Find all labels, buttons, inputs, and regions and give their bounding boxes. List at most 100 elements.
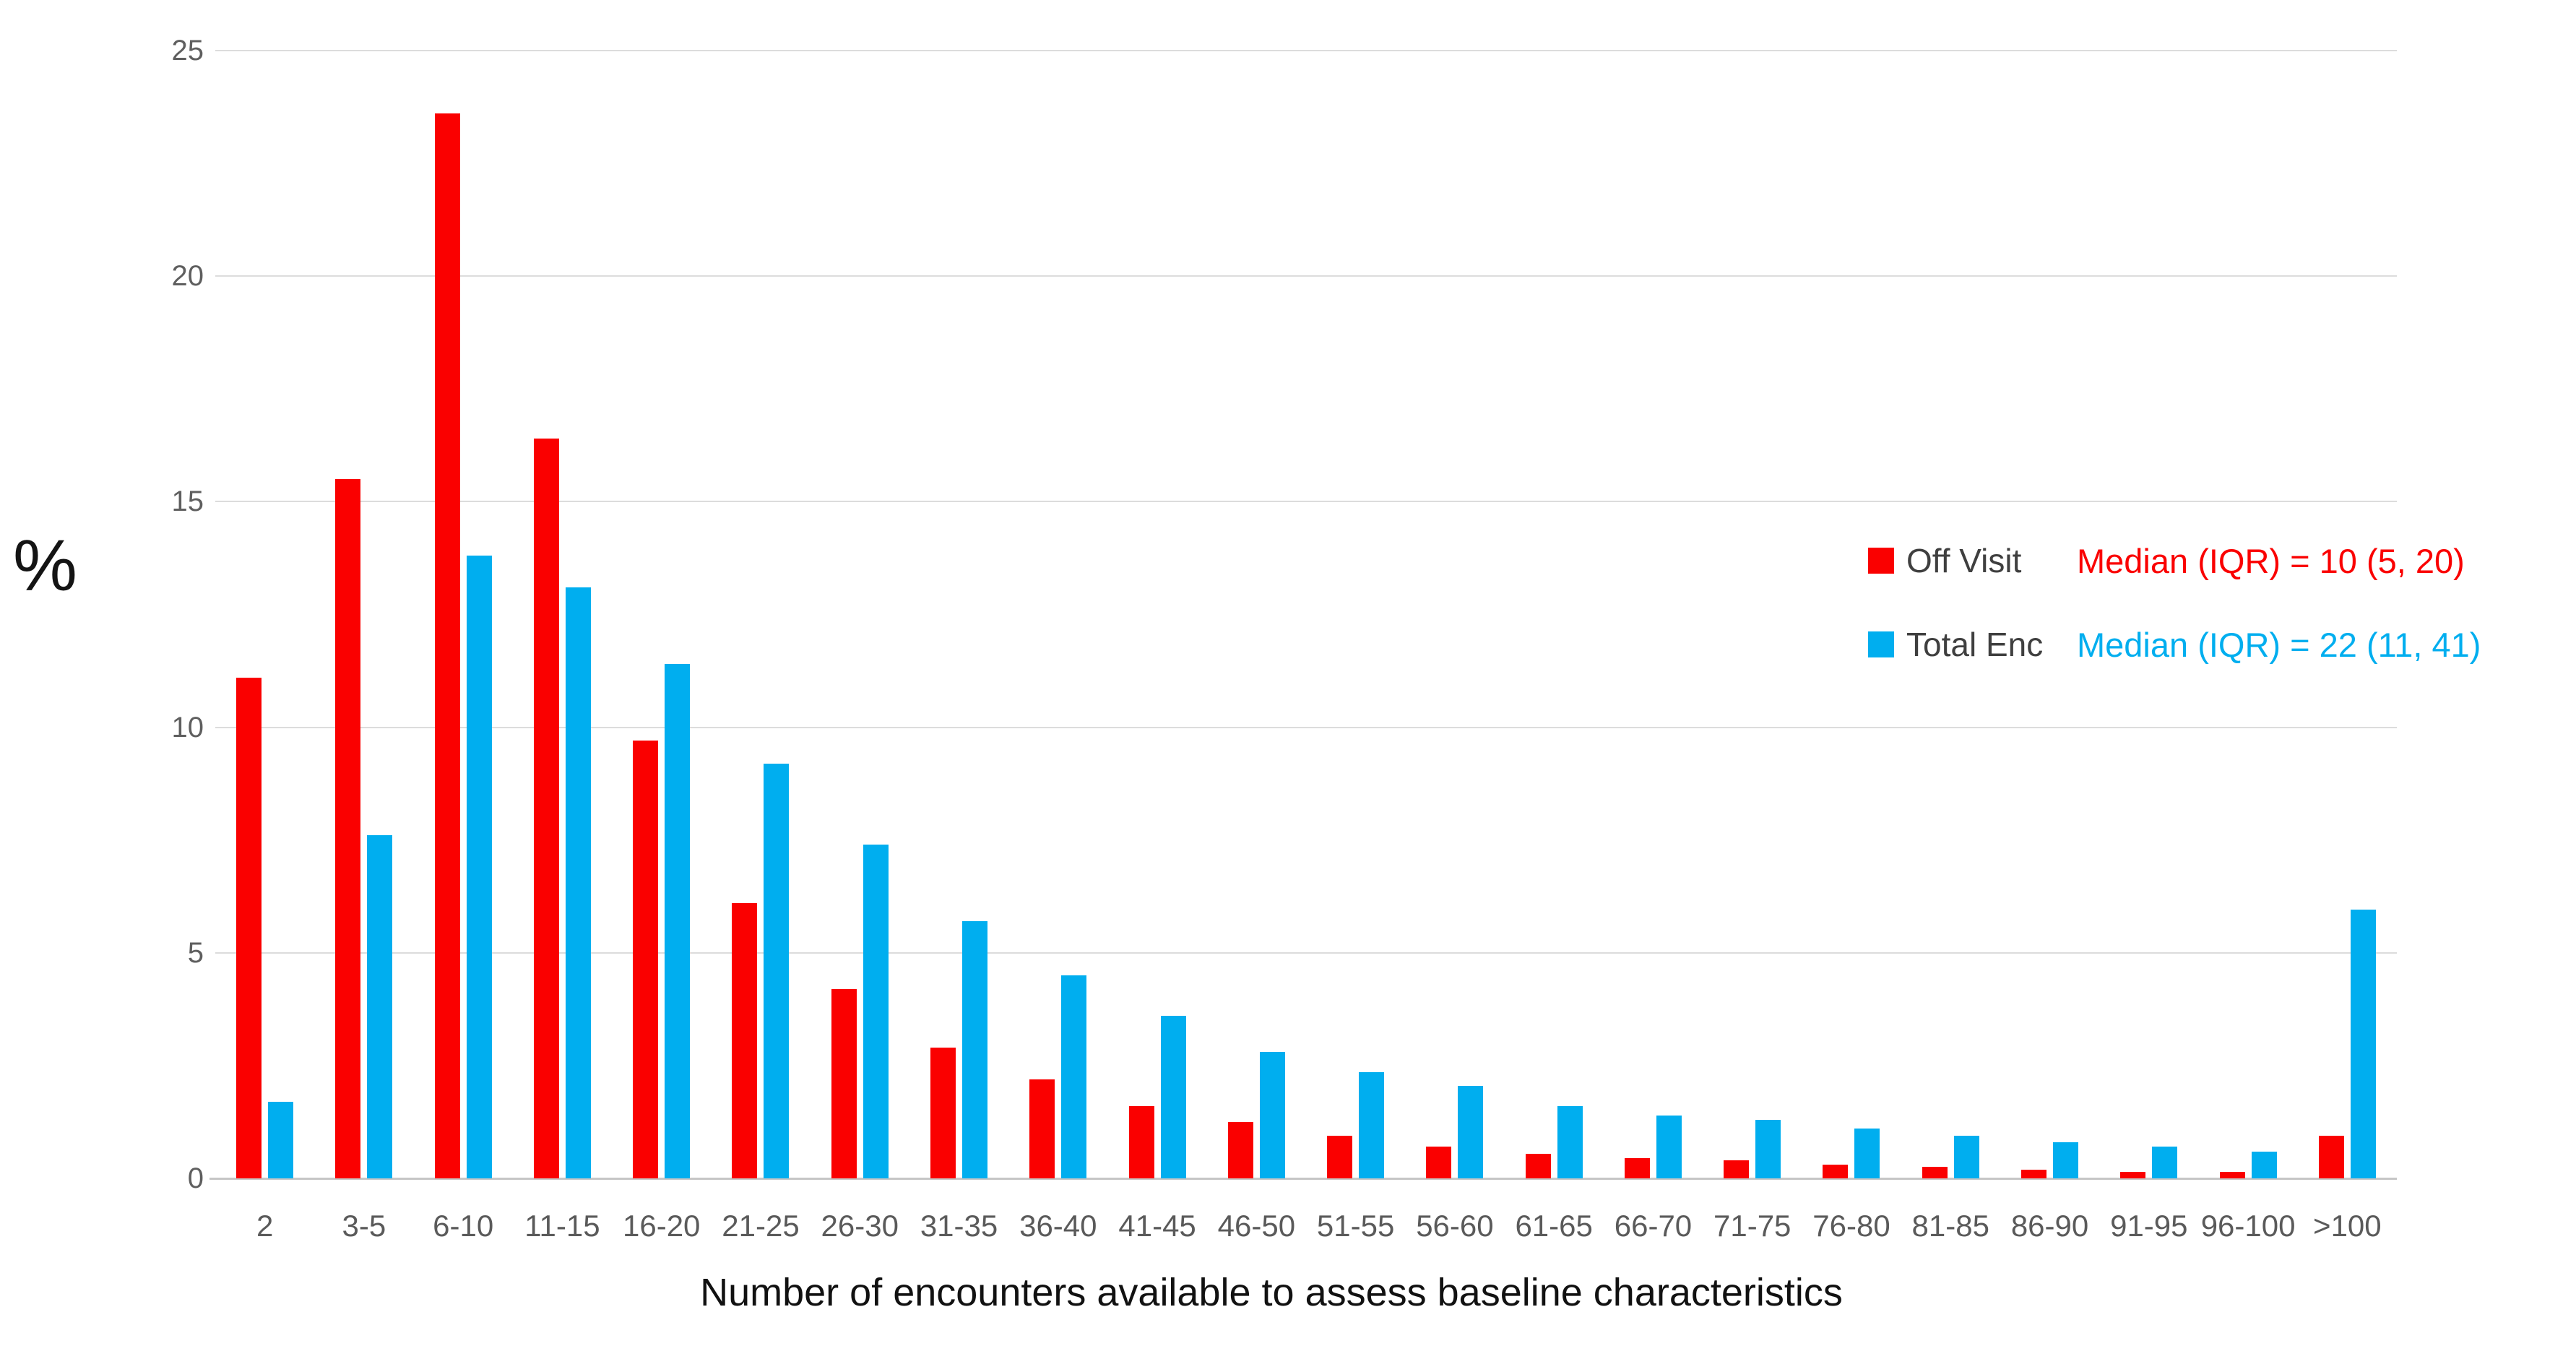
gridline-5 — [215, 952, 2397, 954]
plot-area: 0 5 10 15 20 25 2 3-5 6-10 11-15 16-20 21-25 26-30 31… — [172, 35, 2397, 1243]
bar-off-visit-11-15 — [533, 438, 559, 1178]
x-tick-label-16-20: 16-20 — [623, 1209, 701, 1243]
bar-total-enc-21-25 — [764, 763, 790, 1178]
bar-total-enc-11-15 — [565, 587, 591, 1178]
bar-total-enc-41-45 — [1160, 1016, 1186, 1178]
bar-off-visit-81-85 — [1922, 1167, 1948, 1178]
bar-total-enc-36-40 — [1061, 975, 1087, 1178]
bar-total-enc-81-85 — [1953, 1135, 1979, 1178]
x-tick-label-31-35: 31-35 — [920, 1209, 998, 1243]
y-tick-label-20: 20 — [171, 260, 204, 293]
bar-total-enc-2 — [268, 1101, 294, 1178]
bar-off-visit-71-75 — [1724, 1160, 1750, 1178]
y-axis-label: % — [13, 525, 77, 606]
bar-off-visit-26-30 — [831, 988, 857, 1178]
x-tick-label-21-25: 21-25 — [722, 1209, 800, 1243]
x-tick-label-26-30: 26-30 — [821, 1209, 899, 1243]
bar-group-26-30 — [811, 51, 909, 1178]
x-tick-label-51-55: 51-55 — [1316, 1209, 1395, 1243]
x-tick-label-36-40: 36-40 — [1019, 1209, 1097, 1243]
bar-group-71-75 — [1703, 51, 1802, 1178]
bar-off-visit-3-5 — [335, 479, 361, 1178]
x-tick-label-66-70: 66-70 — [1614, 1209, 1693, 1243]
bar-group-6-10 — [414, 51, 513, 1178]
bar-off-visit-2 — [236, 677, 262, 1178]
bar-total-enc-56-60 — [1458, 1086, 1484, 1178]
x-tick-label->100: >100 — [2313, 1209, 2382, 1243]
x-tick-label-91-95: 91-95 — [2110, 1209, 2188, 1243]
bar-total-enc-6-10 — [466, 556, 492, 1178]
bar-off-visit-6-10 — [434, 113, 460, 1178]
bar-total-enc-31-35 — [962, 921, 988, 1178]
bar-total-enc-46-50 — [1259, 1052, 1285, 1178]
bar-off-visit-46-50 — [1227, 1121, 1253, 1178]
bar-off-visit-61-65 — [1525, 1153, 1551, 1178]
y-tick-label-10: 10 — [171, 711, 204, 743]
bar-group-36-40 — [1008, 51, 1107, 1178]
x-axis-line — [209, 1178, 2397, 1180]
y-tick-label-25: 25 — [171, 35, 204, 66]
bar-group-96-100 — [2198, 51, 2297, 1178]
bar-total-enc-86-90 — [2053, 1142, 2079, 1178]
x-tick-label-76-80: 76-80 — [1812, 1209, 1890, 1243]
gridline-20 — [215, 275, 2397, 277]
legend-item-total-enc: Total Enc Median (IQR) = 22 (11, 41) — [1868, 624, 2481, 665]
median-annotation-total-enc: Median (IQR) = 22 (11, 41) — [2077, 625, 2481, 664]
bar-total-enc-16-20 — [665, 664, 691, 1178]
bar-group-31-35 — [909, 51, 1008, 1178]
bar-group-3-5 — [314, 51, 413, 1178]
bar-off-visit-51-55 — [1327, 1135, 1353, 1178]
bar-group-51-55 — [1306, 51, 1405, 1178]
x-tick-label-6-10: 6-10 — [433, 1209, 494, 1243]
x-axis-title: Number of encounters available to assess… — [700, 1271, 1843, 1314]
legend-swatch-off-visit — [1868, 548, 1894, 574]
x-tick-label-86-90: 86-90 — [2010, 1209, 2089, 1243]
bar-total-enc->100 — [2350, 910, 2376, 1178]
bar-group-66-70 — [1604, 51, 1703, 1178]
y-tick-label-0: 0 — [187, 1162, 204, 1194]
bar-total-enc-3-5 — [367, 835, 393, 1178]
bar-off-visit-31-35 — [930, 1047, 956, 1178]
bar-group-21-25 — [711, 51, 810, 1178]
bar-off-visit-86-90 — [2021, 1169, 2047, 1178]
bar-group-16-20 — [612, 51, 711, 1178]
legend-label-off-visit: Off Visit — [1906, 542, 2022, 579]
bar-off-visit-66-70 — [1624, 1157, 1650, 1178]
legend-item-off-visit: Off Visit Median (IQR) = 10 (5, 20) — [1868, 540, 2481, 581]
bar-group-61-65 — [1505, 51, 1604, 1178]
legend-swatch-total-enc — [1868, 631, 1894, 657]
bar-off-visit-21-25 — [732, 903, 758, 1178]
x-tick-label-56-60: 56-60 — [1416, 1209, 1494, 1243]
x-tick-label-46-50: 46-50 — [1217, 1209, 1296, 1243]
y-tick-label-5: 5 — [187, 936, 204, 969]
y-tick-label-15: 15 — [171, 486, 204, 518]
legend: Off Visit Median (IQR) = 10 (5, 20) Tota… — [1868, 540, 2481, 665]
bar-total-enc-66-70 — [1656, 1115, 1682, 1178]
bar-group->100 — [2298, 51, 2397, 1178]
bar-total-enc-61-65 — [1557, 1106, 1583, 1178]
bar-off-visit->100 — [2318, 1135, 2344, 1178]
bar-total-enc-26-30 — [863, 844, 889, 1178]
bar-group-91-95 — [2099, 51, 2198, 1178]
x-tick-label-61-65: 61-65 — [1515, 1209, 1593, 1243]
bar-group-41-45 — [1107, 51, 1206, 1178]
x-tick-label-3-5: 3-5 — [342, 1209, 386, 1243]
gridline-10 — [215, 726, 2397, 728]
bar-total-enc-71-75 — [1755, 1119, 1781, 1178]
bar-off-visit-41-45 — [1128, 1106, 1154, 1178]
bar-group-86-90 — [2000, 51, 2099, 1178]
bar-total-enc-91-95 — [2152, 1147, 2178, 1178]
bar-group-11-15 — [513, 51, 612, 1178]
bar-total-enc-96-100 — [2251, 1151, 2277, 1178]
bar-group-76-80 — [1802, 51, 1901, 1178]
bar-off-visit-16-20 — [633, 741, 659, 1178]
x-tick-label-81-85: 81-85 — [1911, 1209, 1989, 1243]
x-tick-label-41-45: 41-45 — [1118, 1209, 1196, 1243]
x-tick-label-71-75: 71-75 — [1713, 1209, 1791, 1243]
gridline-25 — [215, 50, 2397, 51]
bar-off-visit-96-100 — [2219, 1171, 2245, 1178]
bar-group-2 — [215, 51, 314, 1178]
x-tick-label-11-15: 11-15 — [524, 1209, 600, 1243]
bar-group-81-85 — [1901, 51, 2000, 1178]
